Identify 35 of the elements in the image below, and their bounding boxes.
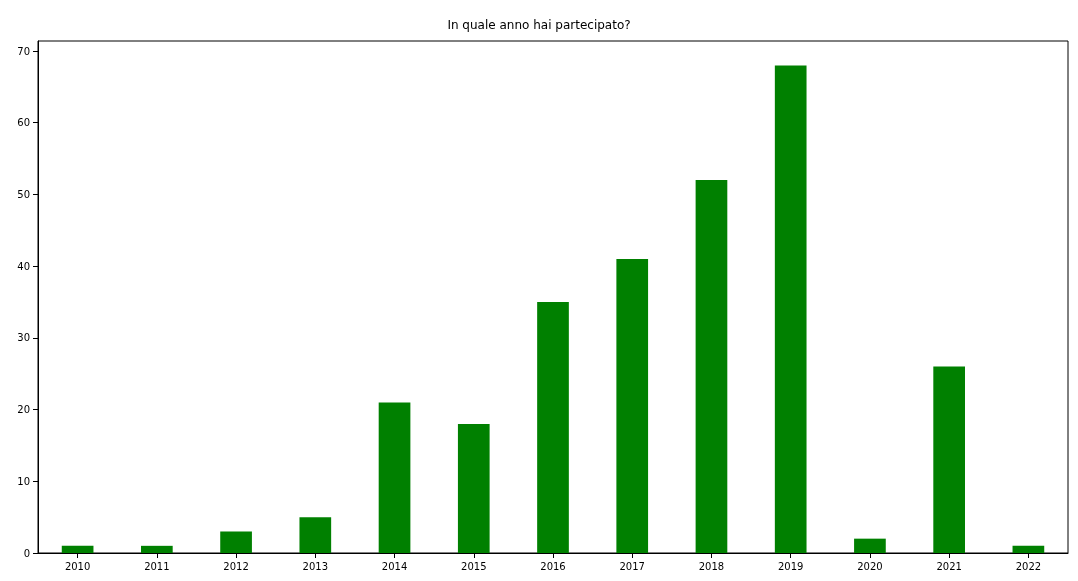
x-tick-label: 2019 [777,560,804,572]
bar [457,423,490,553]
bar [854,538,886,553]
bar [220,531,252,553]
bar [299,517,332,553]
x-tick-label: 2021 [936,560,962,572]
x-tick-label: 2010 [64,560,91,572]
x-tick-label: 2018 [698,560,725,572]
bar [933,366,965,553]
bar [774,65,807,553]
bar [141,545,173,553]
bar [695,180,728,553]
bar [537,302,569,553]
y-tick-label: 70 [17,45,30,57]
bar [616,258,649,553]
x-tick-label: 2011 [144,560,170,572]
y-tick-label: 0 [23,547,30,559]
chart-title: In quale anno hai partecipato? [447,18,631,32]
x-tick-label: 2014 [381,560,408,572]
y-tick-label: 50 [17,188,30,200]
y-tick-label: 40 [17,260,30,272]
y-tick-label: 10 [17,475,30,487]
x-tick-label: 2020 [857,560,883,572]
y-tick-label: 60 [17,117,30,129]
bar [61,545,94,553]
x-tick-label: 2012 [223,560,249,572]
x-tick-label: 2016 [540,560,566,572]
y-tick-label: 30 [17,332,30,344]
x-tick-label: 2013 [302,560,329,572]
bar [1012,545,1045,553]
x-tick-label: 2022 [1015,560,1042,572]
bar [378,402,411,553]
y-tick-label: 20 [17,404,30,416]
x-tick-label: 2015 [461,560,487,572]
x-tick-label: 2017 [619,560,645,572]
